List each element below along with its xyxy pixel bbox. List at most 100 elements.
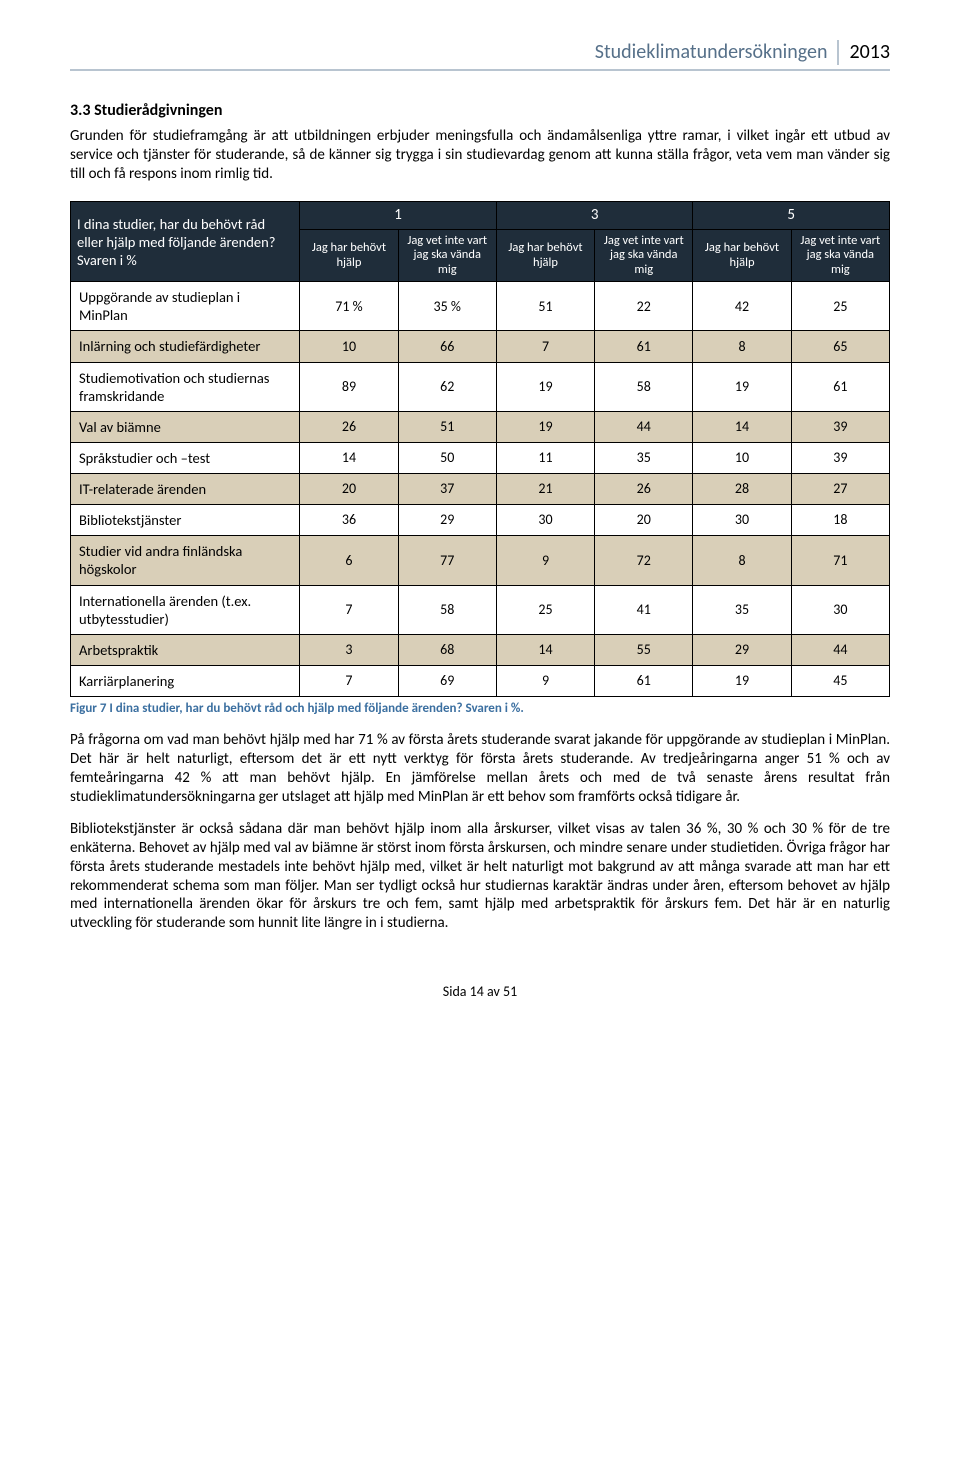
table-row: Internationella ärenden (t.ex. utbytesst…: [71, 585, 890, 634]
row-label: Karriärplanering: [71, 665, 300, 696]
table-caption: Figur 7 I dina studier, har du behövt rå…: [70, 701, 890, 717]
data-cell: 19: [496, 411, 594, 442]
data-cell: 39: [791, 411, 889, 442]
data-cell: 44: [791, 634, 889, 665]
data-cell: 71 %: [300, 282, 398, 331]
data-cell: 29: [693, 634, 791, 665]
row-label: IT-relaterade ärenden: [71, 474, 300, 505]
page-footer: Sida 14 av 51: [70, 983, 890, 1001]
subhead-3a: Jag har behövt hjälp: [496, 230, 594, 282]
data-cell: 14: [300, 442, 398, 473]
main-table: I dina studier, har du behövt råd eller …: [70, 201, 890, 697]
data-cell: 61: [595, 331, 693, 362]
section-intro: Grunden för studieframgång är att utbild…: [70, 127, 890, 183]
data-cell: 89: [300, 362, 398, 411]
data-cell: 50: [398, 442, 496, 473]
header-title: Studieklimatundersökningen: [595, 40, 840, 65]
table-group-3: 3: [496, 202, 693, 230]
data-cell: 37: [398, 474, 496, 505]
row-label: Inlärning och studiefärdigheter: [71, 331, 300, 362]
data-cell: 61: [595, 665, 693, 696]
data-cell: 7: [300, 665, 398, 696]
data-cell: 19: [693, 362, 791, 411]
data-cell: 35 %: [398, 282, 496, 331]
data-cell: 7: [300, 585, 398, 634]
data-cell: 44: [595, 411, 693, 442]
table-row: Studier vid andra finländska högskolor67…: [71, 536, 890, 585]
subhead-5b: Jag vet inte vart jag ska vända mig: [791, 230, 889, 282]
data-cell: 66: [398, 331, 496, 362]
row-label: Språkstudier och –test: [71, 442, 300, 473]
data-cell: 62: [398, 362, 496, 411]
table-row: Inlärning och studiefärdigheter106676186…: [71, 331, 890, 362]
data-cell: 45: [791, 665, 889, 696]
row-label: Studier vid andra finländska högskolor: [71, 536, 300, 585]
paragraph-2: Bibliotekstjänster är också sådana där m…: [70, 820, 890, 933]
row-label: Bibliotekstjänster: [71, 505, 300, 536]
data-cell: 58: [595, 362, 693, 411]
data-cell: 9: [496, 536, 594, 585]
section-heading: 3.3 Studierådgivningen: [70, 101, 890, 121]
data-cell: 7: [496, 331, 594, 362]
header-divider: [70, 69, 890, 71]
table-row: IT-relaterade ärenden203721262827: [71, 474, 890, 505]
data-cell: 35: [693, 585, 791, 634]
data-cell: 10: [300, 331, 398, 362]
data-cell: 18: [791, 505, 889, 536]
data-cell: 3: [300, 634, 398, 665]
row-label: Studiemotivation och studiernas framskri…: [71, 362, 300, 411]
table-question-cell: I dina studier, har du behövt råd eller …: [71, 202, 300, 282]
data-cell: 25: [791, 282, 889, 331]
data-cell: 21: [496, 474, 594, 505]
data-cell: 30: [791, 585, 889, 634]
subhead-3b: Jag vet inte vart jag ska vända mig: [595, 230, 693, 282]
data-cell: 20: [595, 505, 693, 536]
data-cell: 51: [496, 282, 594, 331]
data-cell: 26: [300, 411, 398, 442]
subhead-5a: Jag har behövt hjälp: [693, 230, 791, 282]
subhead-1b: Jag vet inte vart jag ska vända mig: [398, 230, 496, 282]
data-cell: 9: [496, 665, 594, 696]
table-row: Karriärplanering7699611945: [71, 665, 890, 696]
data-cell: 68: [398, 634, 496, 665]
data-cell: 6: [300, 536, 398, 585]
data-cell: 42: [693, 282, 791, 331]
table-group-1: 1: [300, 202, 497, 230]
subhead-1a: Jag har behövt hjälp: [300, 230, 398, 282]
data-cell: 39: [791, 442, 889, 473]
row-label: Uppgörande av studieplan i MinPlan: [71, 282, 300, 331]
row-label: Arbetspraktik: [71, 634, 300, 665]
header-bar: Studieklimatundersökningen 2013: [70, 40, 890, 65]
table-row: Arbetspraktik36814552944: [71, 634, 890, 665]
data-cell: 14: [496, 634, 594, 665]
data-cell: 29: [398, 505, 496, 536]
data-cell: 20: [300, 474, 398, 505]
data-cell: 28: [693, 474, 791, 505]
table-header-row-1: I dina studier, har du behövt råd eller …: [71, 202, 890, 230]
data-cell: 35: [595, 442, 693, 473]
table-body: Uppgörande av studieplan i MinPlan71 %35…: [71, 282, 890, 697]
data-cell: 8: [693, 536, 791, 585]
data-cell: 72: [595, 536, 693, 585]
data-cell: 30: [693, 505, 791, 536]
data-cell: 19: [496, 362, 594, 411]
data-cell: 19: [693, 665, 791, 696]
data-cell: 10: [693, 442, 791, 473]
data-cell: 69: [398, 665, 496, 696]
data-cell: 11: [496, 442, 594, 473]
data-cell: 65: [791, 331, 889, 362]
table-group-5: 5: [693, 202, 890, 230]
row-label: Val av biämne: [71, 411, 300, 442]
row-label: Internationella ärenden (t.ex. utbytesst…: [71, 585, 300, 634]
data-cell: 26: [595, 474, 693, 505]
data-cell: 36: [300, 505, 398, 536]
data-cell: 25: [496, 585, 594, 634]
table-row: Studiemotivation och studiernas framskri…: [71, 362, 890, 411]
data-cell: 77: [398, 536, 496, 585]
data-cell: 51: [398, 411, 496, 442]
table-row: Val av biämne265119441439: [71, 411, 890, 442]
table-row: Uppgörande av studieplan i MinPlan71 %35…: [71, 282, 890, 331]
header-year: 2013: [849, 40, 890, 65]
data-cell: 58: [398, 585, 496, 634]
table-row: Språkstudier och –test145011351039: [71, 442, 890, 473]
